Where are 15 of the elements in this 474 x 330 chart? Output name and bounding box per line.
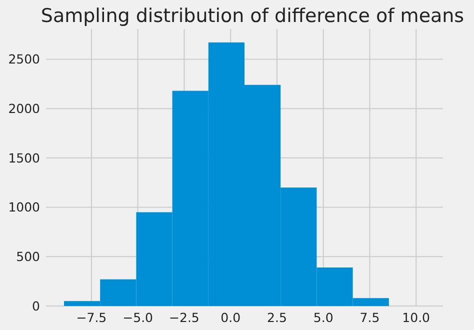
x-tick-label: 10.0 <box>402 310 430 325</box>
y-tick-label: 0 <box>32 298 40 314</box>
chart-title: Sampling distribution of difference of means <box>40 5 464 27</box>
y-tick-label: 500 <box>16 249 40 264</box>
x-tick-label: 2.5 <box>267 310 287 325</box>
y-tick-label: 1000 <box>8 200 40 215</box>
y-tick-label: 1500 <box>8 150 40 166</box>
x-tick-label: 0.0 <box>220 310 241 325</box>
x-tick-label: 5.0 <box>313 310 334 325</box>
x-tick-label: −5.0 <box>122 310 154 325</box>
y-tick-label: 2500 <box>8 52 40 67</box>
x-tick-label: −7.5 <box>76 310 107 325</box>
x-tick-label: 7.5 <box>360 310 380 325</box>
x-tick-label: −2.5 <box>169 310 200 325</box>
y-tick-label: 2000 <box>8 100 40 116</box>
